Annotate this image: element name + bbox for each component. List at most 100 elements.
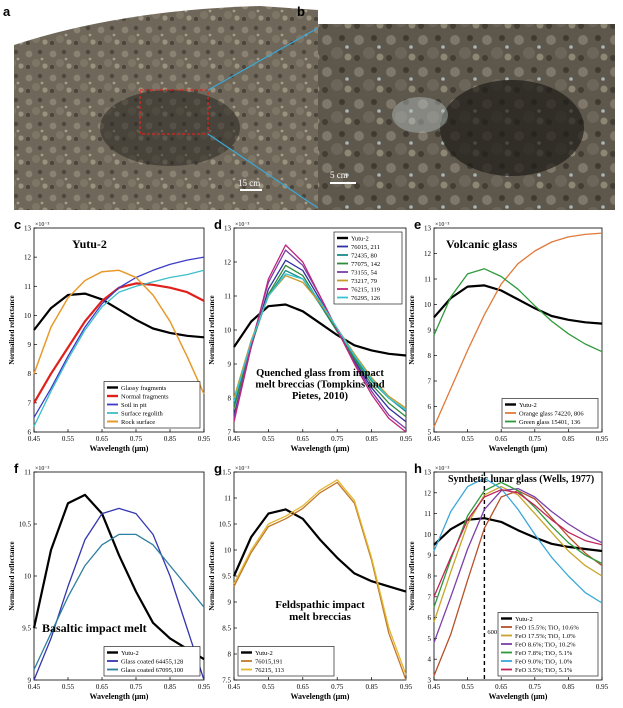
- legend-entry: Normal fragments: [121, 393, 169, 400]
- photo-panel-b: 5 cm b: [297, 4, 615, 210]
- legend-entry: Yutu-2: [121, 650, 139, 657]
- y-tick-label: 11: [24, 283, 31, 291]
- legend-entry: Yutu-2: [515, 616, 533, 623]
- x-tick-label: 0.85: [164, 435, 177, 443]
- y-tick-label: 11: [224, 293, 231, 301]
- y-tick-label: 9: [28, 677, 32, 685]
- x-tick-label: 0.95: [400, 435, 413, 443]
- y-axis-label: Normalized reflectance: [8, 295, 16, 364]
- glassy-fragments-patch: [392, 97, 448, 133]
- series-line: [433, 485, 603, 623]
- y-tick-label: 4: [428, 656, 432, 664]
- x-tick-label: 0.55: [62, 435, 75, 443]
- y-tick-label: 13: [424, 469, 432, 477]
- y-axis-label: Normalized reflectance: [408, 541, 416, 610]
- legend-entry: 73217, 79: [351, 278, 377, 285]
- panel-annotation: Basaltic impact melt: [42, 621, 147, 635]
- x-tick-label: 0.65: [297, 435, 310, 443]
- panel-label-c: c: [14, 217, 21, 232]
- legend-box: [237, 646, 335, 677]
- panel-annotation: Quenched glass from impact melt breccias …: [255, 368, 384, 402]
- x-tick-label: 0.75: [331, 435, 344, 443]
- y-tick-label: 10.5: [219, 521, 232, 529]
- x-tick-label: 0.75: [529, 683, 542, 691]
- y-tick-label: 12: [424, 489, 432, 497]
- y-exponent-label: ×10⁻³: [235, 222, 250, 228]
- y-tick-label: 7: [228, 429, 232, 437]
- x-tick-label: 0.65: [495, 435, 508, 443]
- y-exponent-label: ×10⁻³: [435, 222, 450, 228]
- y-tick-label: 9: [428, 327, 432, 335]
- x-axis-label: Wavelength (μm): [291, 444, 350, 453]
- zoom-connector-bottom: [207, 133, 319, 209]
- chart-d: 0.45 0.55 0.65 0.75 0.85 0.95 7 8 9 10 11 12 13 Wavel…: [208, 217, 413, 453]
- legend-entry: Glass coated 64455,128: [121, 658, 183, 665]
- chart-g: 0.45 0.55 0.65 0.75 0.85 0.95 7.5 8 8.5 9 9.5 10 10.…: [208, 461, 413, 701]
- x-tick-label: 0.45: [228, 683, 241, 691]
- panel-annotation: Volcanic glass: [446, 237, 518, 251]
- series-line: [32, 493, 205, 661]
- x-tick-label: 0.45: [428, 435, 441, 443]
- legend-box: [103, 381, 201, 429]
- annotation-line: melt breccias: [289, 611, 352, 623]
- x-axis-label: Wavelength (μm): [90, 692, 149, 701]
- y-tick-label: 6: [428, 614, 432, 622]
- x-tick-label: 0.55: [461, 435, 474, 443]
- x-tick-label: 0.95: [400, 683, 413, 691]
- legend-box: [103, 646, 201, 677]
- series-line: [433, 481, 603, 608]
- x-tick-label: 0.65: [96, 683, 109, 691]
- y-tick-label: 8: [228, 395, 232, 403]
- legend-entry: Glassy fragments: [121, 385, 167, 392]
- y-tick-label: 10: [224, 547, 232, 555]
- y-tick-label: 13: [424, 225, 432, 233]
- x-tick-label: 0.85: [365, 683, 378, 691]
- panel-label-d: d: [214, 217, 222, 232]
- y-tick-label: 6: [28, 429, 32, 437]
- legend-entry: Rock surface: [121, 419, 155, 426]
- marker-label: 600 nm: [487, 629, 507, 636]
- x-tick-label: 0.45: [228, 435, 241, 443]
- plot-frame: [433, 227, 603, 433]
- y-tick-label: 10: [24, 573, 32, 581]
- panel-label-a: a: [3, 4, 11, 19]
- x-tick-label: 0.45: [28, 683, 41, 691]
- y-tick-label: 9: [228, 599, 232, 607]
- x-tick-label: 0.95: [596, 683, 609, 691]
- y-tick-label: 7: [428, 378, 432, 386]
- y-tick-label: 8: [28, 370, 32, 378]
- chart-c: 0.45 0.55 0.65 0.75 0.85 0.95 6 7 8 9 10 11 12 13 Wave…: [8, 217, 211, 453]
- x-tick-label: 0.45: [428, 683, 441, 691]
- y-tick-label: 8.5: [222, 625, 231, 633]
- legend-entry: Yutu-2: [519, 402, 537, 409]
- legend-entry: 76015, 211: [351, 244, 380, 251]
- x-axis-label: Wavelength (μm): [489, 692, 548, 701]
- y-tick-label: 9.5: [222, 573, 231, 581]
- annotation-line: melt breccias (Tompkins and: [255, 380, 384, 391]
- chart-e: 0.45 0.55 0.65 0.75 0.85 0.95 5 6 7 8 9 10 11 12 13 Wav…: [408, 217, 609, 453]
- y-tick-label: 10: [424, 531, 432, 539]
- y-tick-label: 12: [224, 259, 232, 267]
- y-tick-label: 8: [428, 352, 432, 360]
- x-tick-label: 0.75: [130, 435, 143, 443]
- y-tick-label: 7: [28, 399, 32, 407]
- x-tick-label: 0.95: [198, 683, 211, 691]
- y-axis-label: Normalized reflectance: [208, 295, 216, 364]
- plot-frame: [33, 471, 205, 681]
- zoom-box: [139, 89, 209, 135]
- annotation-line: Quenched glass from impact: [256, 368, 384, 379]
- y-axis-label: Normalized reflectance: [408, 295, 416, 364]
- y-tick-label: 9: [428, 552, 432, 560]
- x-tick-label: 0.95: [198, 435, 211, 443]
- legend-entry: FeO 9.0%; TiO₂ 1.0%: [515, 658, 573, 665]
- y-axis-label: Normalized reflectance: [8, 541, 16, 610]
- x-tick-label: 0.45: [28, 435, 41, 443]
- legend-entry: FeO 15.5%; TiO₂ 10.6%: [515, 624, 579, 631]
- x-tick-label: 0.65: [297, 683, 310, 691]
- legend-entry: FeO 3.5%; TiO₂ 5.1%: [515, 667, 573, 674]
- y-exponent-label: ×10⁻³: [235, 466, 250, 472]
- legend-entry: 72435, 80: [351, 252, 377, 259]
